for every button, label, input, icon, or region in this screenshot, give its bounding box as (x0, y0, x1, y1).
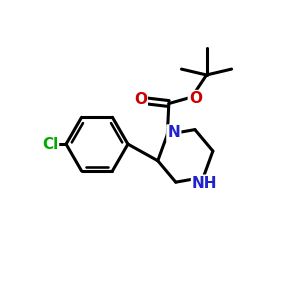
Text: NH: NH (192, 176, 218, 191)
Text: O: O (189, 91, 202, 106)
Text: Cl: Cl (42, 136, 58, 152)
Text: O: O (134, 92, 147, 106)
Text: N: N (167, 125, 180, 140)
